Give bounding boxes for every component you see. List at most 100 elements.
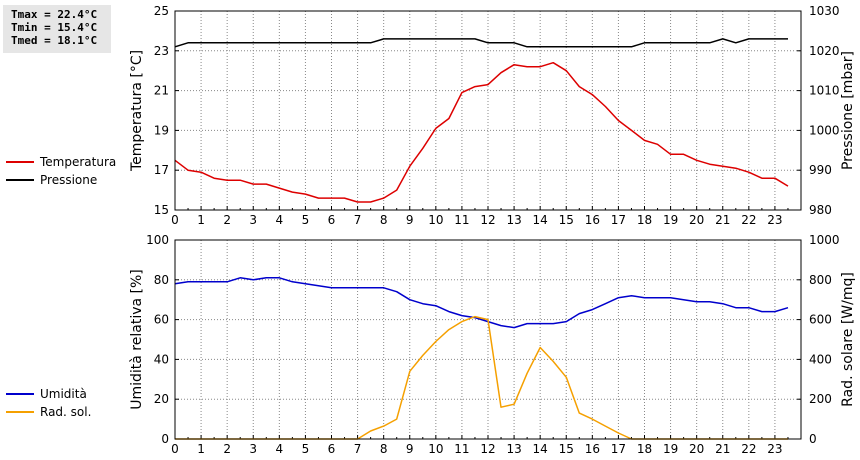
y2-axis-label: Rad. solare [W/mq] — [840, 272, 856, 407]
legend-label-humidity: Umidità — [40, 387, 87, 401]
y2-tick-label: 990 — [809, 163, 832, 177]
y-tick-label: 19 — [154, 123, 169, 137]
x-tick-label: 20 — [689, 442, 704, 456]
x-tick-label: 23 — [767, 442, 782, 456]
x-tick-label: 13 — [506, 213, 521, 227]
x-tick-label: 12 — [480, 213, 495, 227]
x-tick-label: 14 — [533, 442, 548, 456]
y2-tick-label: 1000 — [809, 123, 840, 137]
x-tick-label: 8 — [380, 213, 388, 227]
x-tick-label: 14 — [533, 213, 548, 227]
x-tick-label: 8 — [380, 442, 388, 456]
x-tick-label: 22 — [741, 442, 756, 456]
x-tick-label: 18 — [637, 442, 652, 456]
x-tick-label: 15 — [559, 442, 574, 456]
x-tick-label: 16 — [585, 442, 600, 456]
y2-tick-label: 400 — [809, 352, 832, 366]
plot-frame — [174, 239, 802, 440]
x-tick-label: 17 — [611, 442, 626, 456]
legend-item-radiation: Rad. sol. — [6, 403, 91, 421]
x-tick-label: 17 — [611, 213, 626, 227]
legend-swatch-pressure — [6, 179, 34, 181]
x-tick-label: 19 — [663, 442, 678, 456]
y2-tick-label: 980 — [809, 203, 832, 217]
y2-tick-label: 1010 — [809, 84, 840, 98]
y-tick-label: 17 — [154, 163, 169, 177]
tmax-value: Tmax = 22.4°C — [11, 8, 98, 21]
x-tick-label: 1 — [197, 442, 205, 456]
x-tick-label: 7 — [354, 213, 362, 227]
x-tick-label: 3 — [249, 213, 257, 227]
y-tick-label: 25 — [154, 4, 169, 18]
series-line-temperatura — [174, 61, 789, 203]
y-tick-label: 21 — [154, 84, 169, 98]
legend-label-radiation: Rad. sol. — [40, 405, 92, 419]
legend-item-humidity: Umidità — [6, 385, 91, 403]
y2-tick-label: 800 — [809, 273, 832, 287]
legend-swatch-radiation — [6, 411, 34, 413]
x-tick-label: 0 — [171, 213, 179, 227]
x-tick-label: 0 — [171, 442, 179, 456]
x-tick-label: 4 — [276, 213, 284, 227]
x-tick-label: 20 — [689, 213, 704, 227]
x-tick-label: 16 — [585, 213, 600, 227]
y2-tick-label: 600 — [809, 313, 832, 327]
series-line-rad-sol- — [175, 315, 788, 440]
humidity-radiation-panel: 0 1 2 3 4 5 6 7 8 9 10 11 12 13 14 15 16 17 18 19 20 21 22 2302… — [129, 233, 856, 456]
x-tick-label: 10 — [428, 442, 443, 456]
x-tick-label: 11 — [454, 213, 469, 227]
legend-item-temperature: Temperatura — [6, 153, 116, 171]
y-tick-label: 20 — [154, 392, 169, 406]
x-tick-label: 4 — [276, 442, 284, 456]
legend-swatch-humidity — [6, 393, 34, 395]
legend-bottom: Umidità Rad. sol. — [6, 385, 91, 421]
y2-axis-label: Pressione [mbar] — [840, 51, 856, 170]
x-tick-label: 6 — [328, 442, 336, 456]
x-tick-label: 5 — [302, 442, 310, 456]
legend-item-pressure: Pressione — [6, 171, 116, 189]
x-tick-label: 23 — [767, 213, 782, 227]
temperature-stats-box: Tmax = 22.4°C Tmin = 15.4°C Tmed = 18.1°… — [3, 5, 111, 53]
y-axis-label: Temperatura [°C] — [129, 50, 145, 172]
legend-label-pressure: Pressione — [40, 173, 98, 187]
y-tick-label: 0 — [161, 432, 169, 446]
x-tick-label: 22 — [741, 213, 756, 227]
tmin-value: Tmin = 15.4°C — [11, 21, 98, 34]
legend-swatch-temperature — [6, 161, 34, 163]
x-tick-label: 15 — [559, 213, 574, 227]
legend-label-temperature: Temperatura — [40, 155, 117, 169]
y2-tick-label: 0 — [809, 432, 817, 446]
x-tick-label: 3 — [249, 442, 257, 456]
x-tick-label: 1 — [197, 213, 205, 227]
x-tick-label: 13 — [506, 442, 521, 456]
y-tick-label: 40 — [154, 352, 169, 366]
y2-tick-label: 200 — [809, 392, 832, 406]
y2-tick-label: 1030 — [809, 4, 840, 18]
x-tick-label: 10 — [428, 213, 443, 227]
y-axis-label: Umidità relativa [%] — [129, 269, 145, 410]
y2-tick-label: 1000 — [809, 233, 840, 247]
plot-frame — [174, 10, 802, 211]
x-tick-label: 21 — [715, 442, 730, 456]
x-tick-label: 11 — [454, 442, 469, 456]
series-line-umidit- — [174, 277, 789, 329]
temperature-pressure-panel: 0 1 2 3 4 5 6 7 8 9 10 11 12 13 14 15 16 17 18 19 20 21 22 2315… — [129, 4, 856, 227]
x-tick-label: 12 — [480, 442, 495, 456]
x-tick-label: 9 — [406, 213, 414, 227]
x-tick-label: 18 — [637, 213, 652, 227]
x-tick-label: 19 — [663, 213, 678, 227]
x-tick-label: 9 — [406, 442, 414, 456]
y-tick-label: 100 — [146, 233, 169, 247]
legend-top: Temperatura Pressione — [6, 153, 116, 189]
y-tick-label: 60 — [154, 313, 169, 327]
x-tick-label: 2 — [223, 213, 231, 227]
tmed-value: Tmed = 18.1°C — [11, 34, 98, 47]
x-tick-label: 7 — [354, 442, 362, 456]
y2-tick-label: 1020 — [809, 44, 840, 58]
y-tick-label: 80 — [154, 273, 169, 287]
y-tick-label: 23 — [154, 44, 169, 58]
x-tick-label: 6 — [328, 213, 336, 227]
y-tick-label: 15 — [154, 203, 169, 217]
x-tick-label: 2 — [223, 442, 231, 456]
